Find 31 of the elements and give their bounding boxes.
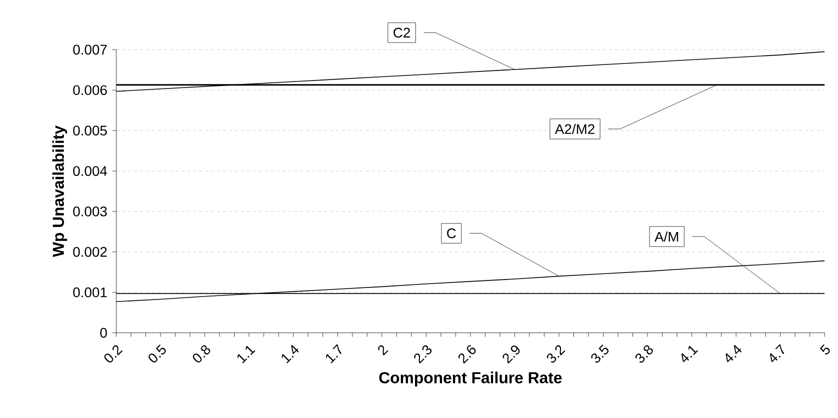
x-tick-label: 5 xyxy=(820,344,830,354)
y-tick-label: 0.002 xyxy=(73,246,107,257)
y-tick-label: 0.006 xyxy=(73,85,107,95)
x-tick-label: 0.5 xyxy=(148,344,166,362)
x-tick-label: 1.1 xyxy=(237,346,256,364)
x-tick-label: 4.7 xyxy=(770,344,784,362)
x-tick-label: 0.2 xyxy=(104,345,123,362)
y-axis-title: Wp Unavailability xyxy=(52,125,68,257)
y-tick-label: 0.003 xyxy=(73,206,107,216)
x-tick-label: 2.9 xyxy=(502,345,520,364)
x-tick-label: 2.6 xyxy=(458,345,476,364)
y-tick-label: 0.001 xyxy=(73,287,107,298)
text: C xyxy=(447,228,456,238)
x-tick-label: 3.5 xyxy=(591,344,609,363)
x-tick-label: 2.3 xyxy=(414,345,432,364)
x-tick-label: 0.8 xyxy=(192,345,210,362)
x-tick-label: 4.1 xyxy=(681,346,698,362)
x-tick-label: 1.4 xyxy=(282,344,299,364)
text: A/M xyxy=(654,231,678,242)
y-tick-label: 0.005 xyxy=(73,126,107,136)
x-tick-label: 3.8 xyxy=(635,345,653,363)
x-tick-label: 3.2 xyxy=(546,345,566,363)
y-tick-label: 0 xyxy=(100,328,107,338)
x-axis-title: Component Failure Rate xyxy=(379,372,562,386)
text: A2/M2 xyxy=(554,124,594,134)
x-tick-label: 1.7 xyxy=(326,344,342,364)
x-tick-label: 2 xyxy=(378,345,388,356)
x-tick-label: 4.4 xyxy=(726,344,742,362)
y-tick-label: 0.004 xyxy=(73,166,108,176)
y-tick-label: 0.007 xyxy=(73,44,107,54)
text: C2 xyxy=(394,28,410,38)
